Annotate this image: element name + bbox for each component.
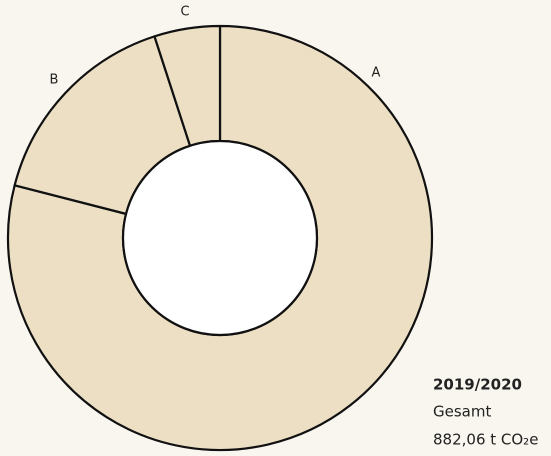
- segment-label: B: [50, 73, 59, 88]
- info-total: 882,06 t CO₂e: [433, 431, 538, 449]
- info-period: 2019/2020: [433, 376, 522, 394]
- segment-label: C: [180, 5, 189, 20]
- info-label: Gesamt: [433, 403, 491, 421]
- segment-label: A: [372, 66, 381, 81]
- donut-hole: [121, 139, 319, 337]
